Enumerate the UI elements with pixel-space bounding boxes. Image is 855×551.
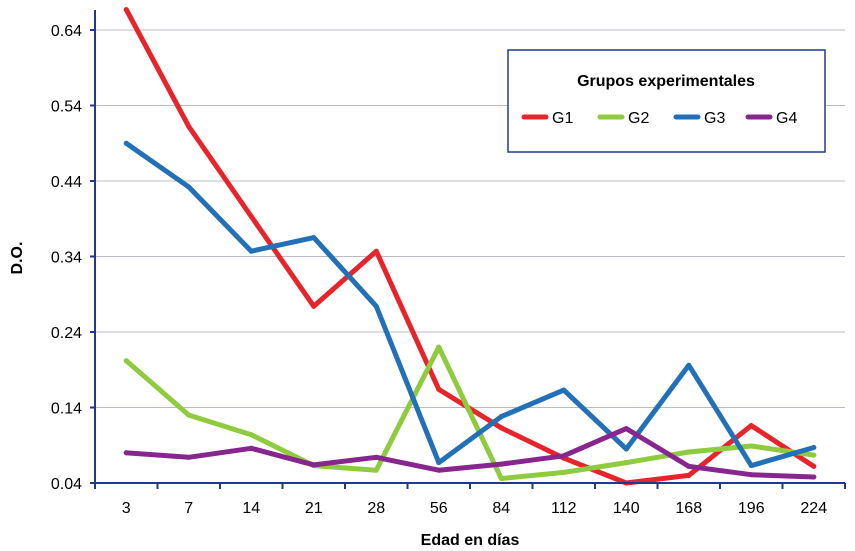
series-line-g4 xyxy=(123,426,817,480)
data-point-g4 xyxy=(748,472,754,478)
data-point-g1 xyxy=(436,386,442,392)
x-tick-label: 224 xyxy=(800,500,827,517)
data-point-g4 xyxy=(686,463,692,469)
data-point-g1 xyxy=(311,303,317,309)
data-point-g3 xyxy=(248,248,254,254)
y-tick-label: 0.64 xyxy=(51,23,82,40)
legend: Grupos experimentales G1 G2 G3 G4 xyxy=(507,49,826,153)
x-tick-label: 56 xyxy=(430,500,448,517)
x-tick-label: 7 xyxy=(184,500,193,517)
data-point-g3 xyxy=(561,387,567,393)
data-point-g1 xyxy=(686,472,692,478)
data-point-g3 xyxy=(811,445,817,451)
legend-label-g1: G1 xyxy=(552,110,573,127)
data-point-g2 xyxy=(186,412,192,418)
series-line-g2 xyxy=(123,344,817,481)
data-point-g2 xyxy=(623,460,629,466)
y-tick-label: 0.14 xyxy=(51,401,82,418)
data-point-g3 xyxy=(123,140,129,146)
x-axis-title: Edad en días xyxy=(421,532,520,549)
data-point-g2 xyxy=(748,443,754,449)
data-point-g3 xyxy=(373,303,379,309)
y-tick-label: 0.34 xyxy=(51,250,82,267)
data-point-g2 xyxy=(123,358,129,364)
data-point-g3 xyxy=(436,460,442,466)
y-tick-label: 0.04 xyxy=(51,476,82,493)
series-line-g3 xyxy=(123,140,817,469)
y-tick-label: 0.24 xyxy=(51,325,82,342)
legend-box xyxy=(507,49,826,153)
x-tick-label: 14 xyxy=(242,500,260,517)
data-point-g4 xyxy=(623,426,629,432)
data-point-g2 xyxy=(498,475,504,481)
legend-label-g4: G4 xyxy=(776,110,797,127)
legend-label-g2: G2 xyxy=(628,110,649,127)
x-tick-label: 3 xyxy=(122,500,131,517)
data-point-g2 xyxy=(436,344,442,350)
y-tick-labels: 0.04 0.14 0.24 0.34 0.44 0.54 0.64 xyxy=(51,23,95,493)
data-point-g4 xyxy=(811,474,817,480)
data-point-g4 xyxy=(561,453,567,459)
data-point-g3 xyxy=(686,362,692,368)
data-point-g2 xyxy=(686,449,692,455)
data-point-g4 xyxy=(123,450,129,456)
data-point-g4 xyxy=(373,454,379,460)
gridlines xyxy=(95,29,845,408)
legend-title: Grupos experimentales xyxy=(577,73,755,90)
x-tick-label: 140 xyxy=(613,500,640,517)
y-axis-title: D.O. xyxy=(9,242,26,275)
data-point-g4 xyxy=(311,462,317,468)
data-point-g3 xyxy=(311,235,317,241)
data-point-g1 xyxy=(498,425,504,431)
data-point-g2 xyxy=(248,432,254,438)
data-point-g4 xyxy=(436,467,442,473)
data-point-g2 xyxy=(373,467,379,473)
data-point-g1 xyxy=(811,463,817,469)
data-point-g1 xyxy=(186,124,192,130)
x-tick-label: 112 xyxy=(551,500,577,517)
data-point-g3 xyxy=(623,446,629,452)
data-point-g3 xyxy=(186,184,192,190)
data-point-g1 xyxy=(373,248,379,254)
data-point-g2 xyxy=(811,452,817,458)
data-point-g4 xyxy=(498,461,504,467)
data-point-g1 xyxy=(123,7,129,13)
x-tick-label: 28 xyxy=(367,500,385,517)
y-tick-label: 0.54 xyxy=(51,99,82,116)
data-point-g1 xyxy=(748,423,754,429)
x-tick-label: 21 xyxy=(305,500,323,517)
x-tick-label: 168 xyxy=(675,500,702,517)
legend-items: G1 G2 G3 G4 xyxy=(521,110,797,127)
y-tick-label: 0.44 xyxy=(51,174,82,191)
x-tick-label: 196 xyxy=(738,500,765,517)
data-point-g4 xyxy=(248,445,254,451)
data-point-g2 xyxy=(561,469,567,475)
data-point-g1 xyxy=(248,213,254,219)
data-point-g4 xyxy=(186,454,192,460)
data-point-g3 xyxy=(748,463,754,469)
series-lines xyxy=(123,7,817,486)
data-point-g3 xyxy=(498,414,504,420)
x-tick-label: 84 xyxy=(492,500,510,517)
x-tick-labels: 3 7 14 21 28 56 84 112 140 168 196 224 xyxy=(94,483,846,517)
legend-label-g3: G3 xyxy=(704,110,725,127)
